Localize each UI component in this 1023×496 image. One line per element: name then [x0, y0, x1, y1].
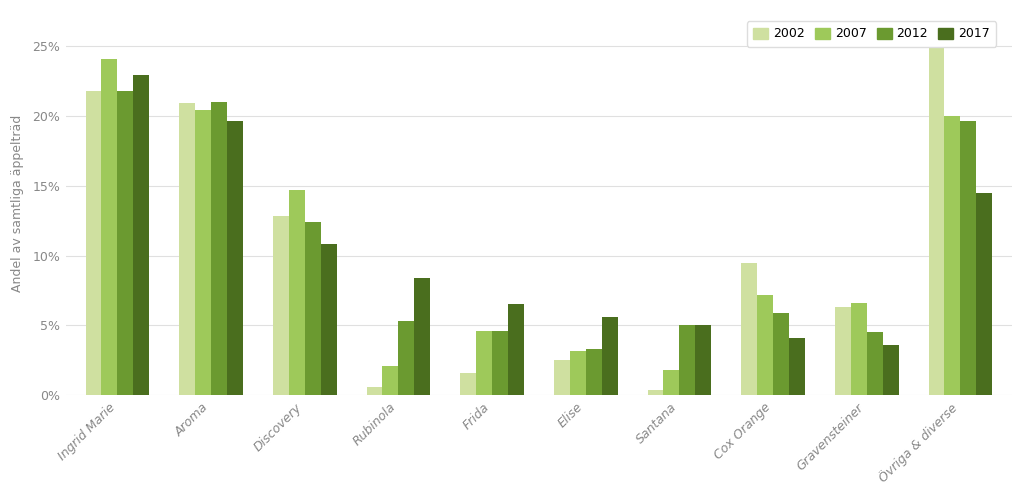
- Bar: [961, 122, 976, 395]
- Bar: [944, 116, 961, 395]
- Bar: [288, 190, 305, 395]
- Bar: [492, 331, 508, 395]
- Bar: [664, 370, 679, 395]
- Bar: [476, 331, 492, 395]
- Bar: [602, 317, 618, 395]
- Bar: [773, 313, 789, 395]
- Bar: [929, 28, 944, 395]
- Bar: [179, 103, 195, 395]
- Bar: [851, 303, 866, 395]
- Bar: [460, 373, 476, 395]
- Bar: [305, 222, 320, 395]
- Bar: [570, 351, 586, 395]
- Bar: [195, 110, 211, 395]
- Bar: [414, 278, 431, 395]
- Bar: [133, 75, 149, 395]
- Bar: [757, 295, 773, 395]
- Bar: [398, 321, 414, 395]
- Bar: [696, 325, 711, 395]
- Bar: [211, 102, 227, 395]
- Bar: [508, 305, 524, 395]
- Bar: [101, 59, 118, 395]
- Bar: [586, 349, 602, 395]
- Bar: [320, 245, 337, 395]
- Bar: [976, 192, 992, 395]
- Y-axis label: Andel av samtliga äppelträd: Andel av samtliga äppelträd: [11, 115, 25, 292]
- Bar: [742, 262, 757, 395]
- Bar: [883, 345, 898, 395]
- Bar: [679, 325, 696, 395]
- Bar: [383, 366, 398, 395]
- Bar: [835, 307, 851, 395]
- Bar: [273, 216, 288, 395]
- Bar: [553, 360, 570, 395]
- Bar: [118, 91, 133, 395]
- Bar: [789, 338, 805, 395]
- Bar: [648, 390, 664, 395]
- Bar: [227, 122, 242, 395]
- Legend: 2002, 2007, 2012, 2017: 2002, 2007, 2012, 2017: [747, 21, 996, 47]
- Bar: [866, 332, 883, 395]
- Bar: [366, 387, 383, 395]
- Bar: [86, 91, 101, 395]
